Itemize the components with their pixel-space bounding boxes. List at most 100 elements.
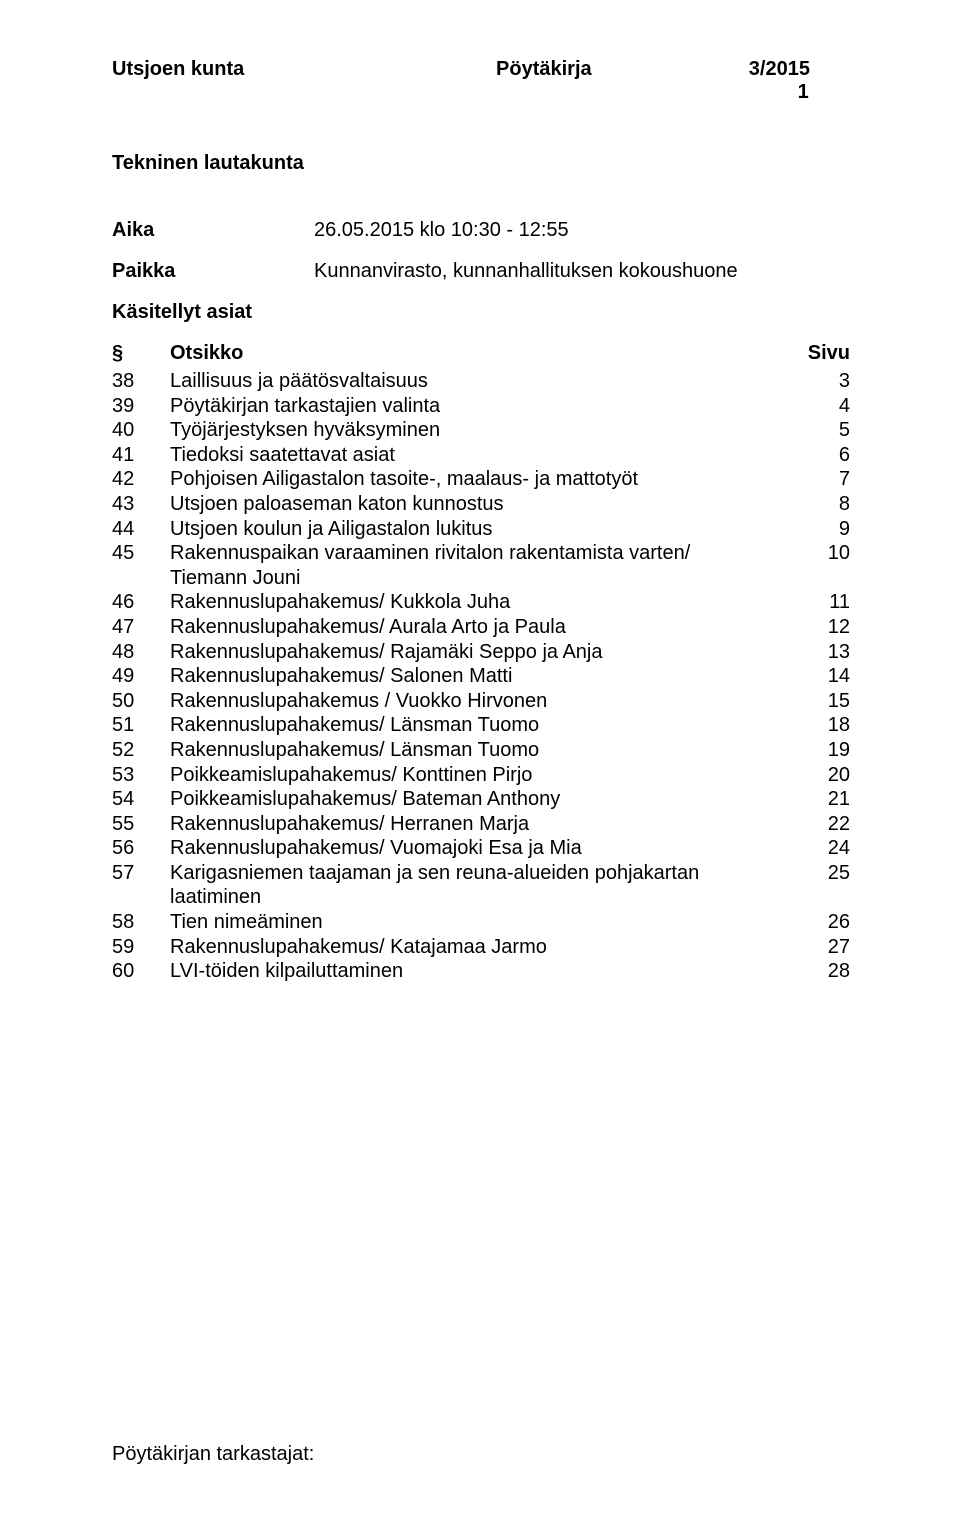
item-page: 11 [780,590,850,615]
item-number: 59 [112,935,170,960]
table-header: § Otsikko Sivu [112,342,872,365]
doc-page-no: 1 [749,81,809,104]
item-number: 42 [112,467,170,492]
item-number: 50 [112,689,170,714]
item-page: 26 [780,910,850,935]
item-page: 20 [780,763,850,788]
item-number: 39 [112,394,170,419]
item-title: LVI-töiden kilpailuttaminen [170,959,780,984]
page-header: Utsjoen kunta Pöytäkirja 3/2015 1 [112,58,872,104]
item-number: 51 [112,713,170,738]
table-row: 40Työjärjestyksen hyväksyminen5 [112,418,872,443]
item-number: 55 [112,812,170,837]
table-row: 38Laillisuus ja päätösvaltaisuus3 [112,369,872,394]
item-number: 46 [112,590,170,615]
table-header-sym: § [112,342,170,365]
item-number: 41 [112,443,170,468]
item-number: 48 [112,640,170,665]
table-row: 55Rakennuslupahakemus/ Herranen Marja22 [112,812,872,837]
item-title: Utsjoen koulun ja Ailigastalon lukitus [170,517,780,542]
item-title: Laillisuus ja päätösvaltaisuus [170,369,780,394]
item-page: 14 [780,664,850,689]
item-page: 9 [780,517,850,542]
item-title: Rakennuslupahakemus/ Rajamäki Seppo ja A… [170,640,780,665]
item-page: 19 [780,738,850,763]
item-page: 24 [780,836,850,861]
item-page: 7 [780,467,850,492]
table-row: 44Utsjoen koulun ja Ailigastalon lukitus… [112,517,872,542]
item-title: Pohjoisen Ailigastalon tasoite-, maalaus… [170,467,780,492]
meta-paikka-value: Kunnanvirasto, kunnanhallituksen kokoush… [314,260,738,283]
item-title: Utsjoen paloaseman katon kunnostus [170,492,780,517]
item-title: Rakennuslupahakemus/ Katajamaa Jarmo [170,935,780,960]
table-row: 54Poikkeamislupahakemus/ Bateman Anthony… [112,787,872,812]
item-number: 53 [112,763,170,788]
table-header-title: Otsikko [170,342,780,365]
table-row: 52Rakennuslupahakemus/ Länsman Tuomo19 [112,738,872,763]
meta-paikka-label: Paikka [112,260,314,283]
table-row: 39Pöytäkirjan tarkastajien valinta4 [112,394,872,419]
item-title: Rakennuslupahakemus/ Herranen Marja [170,812,780,837]
item-number: 38 [112,369,170,394]
item-title: Tiedoksi saatettavat asiat [170,443,780,468]
meta-paikka-row: Paikka Kunnanvirasto, kunnanhallituksen … [112,260,872,283]
item-number: 60 [112,959,170,984]
table-row: 43Utsjoen paloaseman katon kunnostus8 [112,492,872,517]
item-title: Rakennuslupahakemus/ Länsman Tuomo [170,738,780,763]
item-page: 6 [780,443,850,468]
item-title: Rakennuslupahakemus/ Aurala Arto ja Paul… [170,615,780,640]
item-title: Tien nimeäminen [170,910,780,935]
item-number: 45 [112,541,170,566]
item-page: 13 [780,640,850,665]
item-title: Rakennuslupahakemus/ Länsman Tuomo [170,713,780,738]
item-number: 54 [112,787,170,812]
header-doc-type: Pöytäkirja [496,58,749,104]
header-doc-number: 3/2015 1 [749,58,872,104]
item-number: 40 [112,418,170,443]
item-number: 47 [112,615,170,640]
table-row: 53Poikkeamislupahakemus/ Konttinen Pirjo… [112,763,872,788]
item-page: 25 [780,861,850,886]
table-row: 51Rakennuslupahakemus/ Länsman Tuomo18 [112,713,872,738]
item-page: 3 [780,369,850,394]
table-row: 60LVI-töiden kilpailuttaminen28 [112,959,872,984]
item-page: 8 [780,492,850,517]
item-title: Rakennuslupahakemus/ Kukkola Juha [170,590,780,615]
table-header-page: Sivu [780,342,850,365]
item-page: 10 [780,541,850,566]
item-title: Poikkeamislupahakemus/ Bateman Anthony [170,787,780,812]
table-row: 45Rakennuspaikan varaaminen rivitalon ra… [112,541,872,590]
table-row: 57Karigasniemen taajaman ja sen reuna-al… [112,861,872,910]
items-container: 38Laillisuus ja päätösvaltaisuus339Pöytä… [112,369,872,984]
item-number: 52 [112,738,170,763]
item-page: 21 [780,787,850,812]
table-row: 46Rakennuslupahakemus/ Kukkola Juha11 [112,590,872,615]
item-title: Karigasniemen taajaman ja sen reuna-alue… [170,861,780,910]
item-page: 22 [780,812,850,837]
item-number: 56 [112,836,170,861]
item-page: 15 [780,689,850,714]
table-row: 42Pohjoisen Ailigastalon tasoite-, maala… [112,467,872,492]
item-page: 5 [780,418,850,443]
item-title: Poikkeamislupahakemus/ Konttinen Pirjo [170,763,780,788]
item-page: 18 [780,713,850,738]
item-title: Rakennuslupahakemus / Vuokko Hirvonen [170,689,780,714]
item-title: Rakennuslupahakemus/ Vuomajoki Esa ja Mi… [170,836,780,861]
table-row: 58Tien nimeäminen26 [112,910,872,935]
meta-aika-row: Aika 26.05.2015 klo 10:30 - 12:55 [112,219,872,242]
section-title: Käsitellyt asiat [112,301,872,324]
item-number: 44 [112,517,170,542]
table-row: 56Rakennuslupahakemus/ Vuomajoki Esa ja … [112,836,872,861]
item-number: 57 [112,861,170,886]
meta-aika-label: Aika [112,219,314,242]
table-row: 48Rakennuslupahakemus/ Rajamäki Seppo ja… [112,640,872,665]
item-title: Rakennuspaikan varaaminen rivitalon rake… [170,541,780,590]
page: Utsjoen kunta Pöytäkirja 3/2015 1 Teknin… [0,0,960,1528]
doc-number: 3/2015 [749,58,810,80]
table-row: 47Rakennuslupahakemus/ Aurala Arto ja Pa… [112,615,872,640]
table-row: 50Rakennuslupahakemus / Vuokko Hirvonen1… [112,689,872,714]
item-number: 43 [112,492,170,517]
item-page: 28 [780,959,850,984]
item-title: Työjärjestyksen hyväksyminen [170,418,780,443]
item-page: 12 [780,615,850,640]
